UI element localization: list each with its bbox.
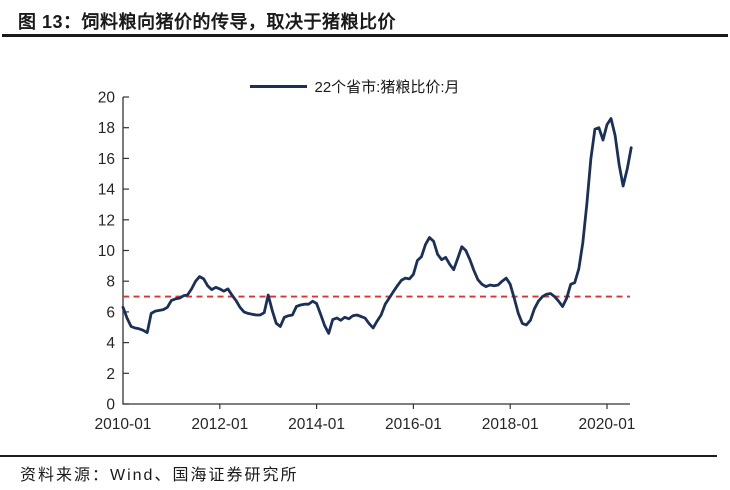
svg-text:4: 4 — [106, 335, 115, 352]
footer-rule — [0, 455, 717, 457]
svg-text:14: 14 — [98, 182, 116, 199]
svg-text:16: 16 — [98, 151, 115, 168]
svg-text:2014-01: 2014-01 — [288, 416, 345, 433]
svg-text:2010-01: 2010-01 — [95, 416, 152, 433]
svg-text:0: 0 — [106, 397, 115, 414]
svg-text:2: 2 — [106, 366, 115, 383]
figure-title: 图 13：饲料粮向猪价的传导，取决于猪粮比价 — [18, 12, 397, 32]
svg-text:2016-01: 2016-01 — [385, 416, 442, 433]
svg-text:8: 8 — [106, 274, 115, 291]
svg-text:6: 6 — [106, 304, 115, 321]
source-note: 资料来源：Wind、国海证券研究所 — [20, 467, 299, 484]
svg-text:2018-01: 2018-01 — [482, 416, 539, 433]
chart-legend: 22个省市:猪粮比价:月 — [0, 76, 730, 97]
svg-text:2020-01: 2020-01 — [579, 416, 636, 433]
svg-text:20: 20 — [98, 90, 116, 107]
svg-text:2012-01: 2012-01 — [191, 416, 248, 433]
svg-text:12: 12 — [98, 212, 115, 229]
svg-text:10: 10 — [98, 243, 116, 260]
legend-label: 22个省市:猪粮比价:月 — [314, 79, 460, 96]
title-rule — [2, 34, 728, 37]
legend-line-swatch — [250, 85, 308, 88]
svg-text:18: 18 — [98, 120, 115, 137]
